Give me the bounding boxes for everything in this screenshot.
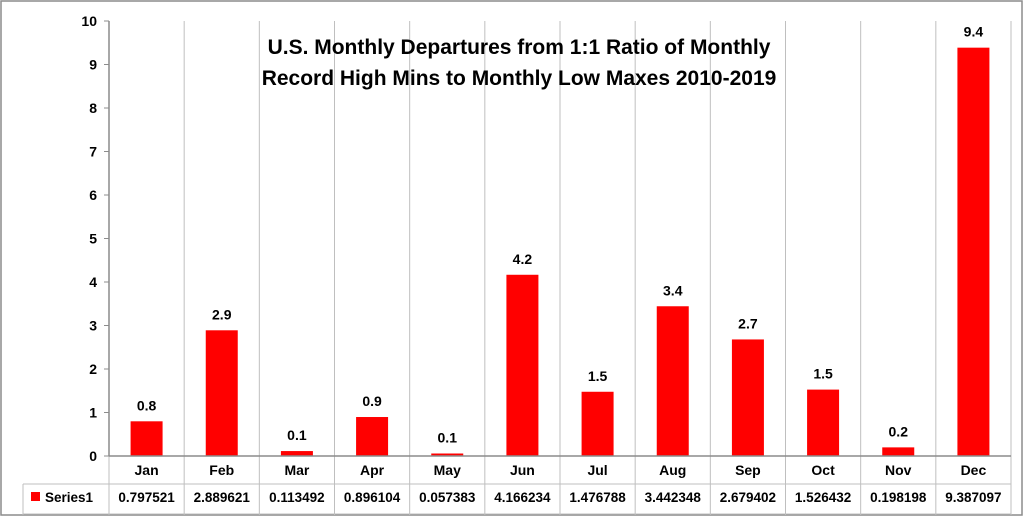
data-label-jan: 0.8 [137,397,157,413]
y-tick-label: 2 [89,361,97,377]
data-label-mar: 0.1 [287,427,307,443]
y-tick-label: 0 [89,448,97,464]
table-value-jul: 1.476788 [569,490,626,505]
y-tick-label: 6 [89,187,97,203]
bar-jul [581,391,614,456]
x-tick-label: Oct [811,462,835,478]
bar-oct [807,389,840,456]
y-tick-label: 10 [81,13,97,29]
table-value-aug: 3.442348 [645,490,702,505]
bar-mar [280,451,313,456]
x-tick-label: Aug [659,462,686,478]
table-value-jan: 0.797521 [118,490,175,505]
table-value-dec: 9.387097 [945,490,1001,505]
table-value-nov: 0.198198 [870,490,927,505]
x-axis: Jan Feb Mar Apr May Jun Jul Aug Sep Oct Nov Dec [109,455,1011,478]
y-tick-label: 9 [89,57,97,73]
x-tick-label: Nov [885,462,912,478]
table-value-apr: 0.896104 [344,490,401,505]
x-tick-label: Sep [735,462,761,478]
data-label-apr: 0.9 [362,393,382,409]
table-value-mar: 0.113492 [269,490,325,505]
y-tick-label: 7 [89,144,97,160]
data-label-aug: 3.4 [663,282,683,298]
x-tick-label: Dec [961,462,987,478]
bar-may [431,453,464,456]
data-label-nov: 0.2 [889,423,909,439]
data-label-oct: 1.5 [813,366,833,382]
table-value-oct: 1.526432 [795,490,851,505]
x-tick-label: Apr [360,462,385,478]
x-tick-label: May [434,462,461,478]
x-tick-label: Jun [510,462,535,478]
data-label-feb: 2.9 [212,306,232,322]
bar-apr [356,417,389,456]
x-tick-label: Mar [284,462,309,478]
data-label-dec: 9.4 [964,24,984,40]
table-value-may: 0.057383 [419,490,476,505]
chart-title-line-2: Record High Mins to Monthly Low Maxes 20… [262,67,777,90]
bar-sep [731,339,764,456]
legend-key-series1 [31,492,40,501]
data-label-may: 0.1 [438,430,458,446]
bar-dec [957,47,990,456]
y-tick-label: 1 [89,405,97,421]
data-label-jul: 1.5 [588,368,608,384]
y-tick-label: 8 [89,100,97,116]
chart-title-line-1: U.S. Monthly Departures from 1:1 Ratio o… [268,36,771,59]
x-tick-label: Feb [209,462,234,478]
x-tick-label: Jan [135,462,159,478]
data-label-jun: 4.2 [513,251,533,267]
bar-aug [656,306,689,456]
y-axis: 0 1 2 3 4 5 6 7 8 9 10 [81,13,110,464]
data-labels: 0.8 2.9 0.1 0.9 0.1 4.2 1.5 3.4 2.7 1.5 0.2 9.4 [137,24,984,446]
bars [130,47,990,456]
y-tick-label: 5 [89,231,97,247]
table-value-jun: 4.166234 [494,490,551,505]
x-tick-label: Jul [587,462,607,478]
bar-jun [506,274,539,456]
data-table: 0.797521 2.889621 0.113492 0.896104 0.057383… [22,483,1011,515]
table-value-feb: 2.889621 [194,490,251,505]
data-label-sep: 2.7 [738,315,758,331]
legend-label-series1: Series1 [45,490,94,505]
y-tick-label: 3 [89,318,97,334]
bar-jan [130,421,163,456]
table-value-sep: 2.679402 [720,490,776,505]
bar-nov [882,447,915,456]
bar-feb [205,330,238,456]
y-tick-label: 4 [89,274,97,290]
